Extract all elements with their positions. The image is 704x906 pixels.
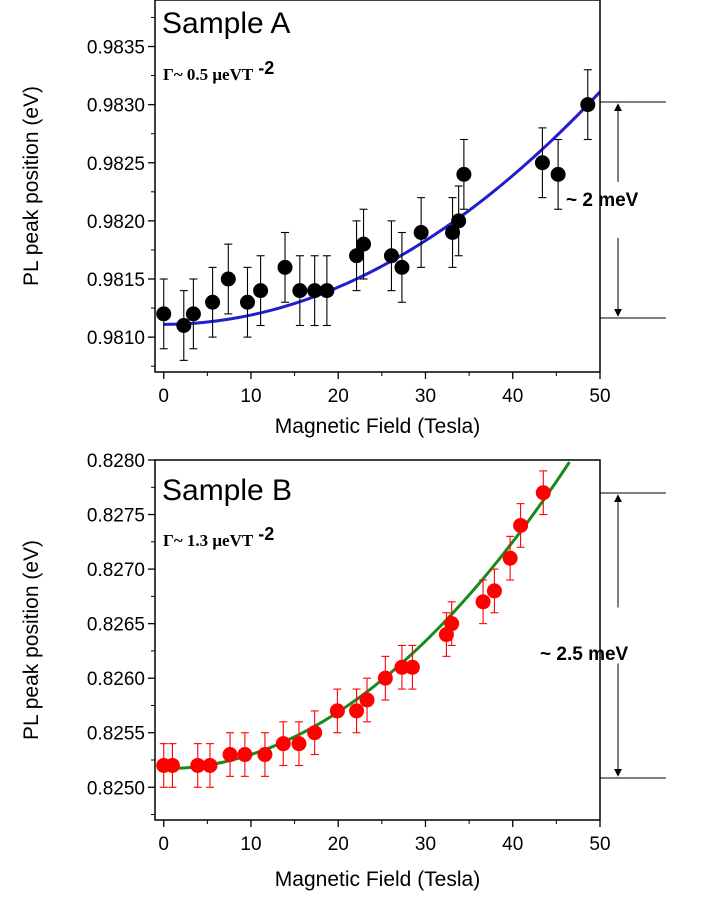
gamma-annotation: Γ~ 0.5 μeVT -2	[163, 58, 274, 84]
fit-curve	[163, 90, 602, 326]
y-axis-label: PL peak position (eV)	[20, 540, 43, 740]
data-point	[394, 259, 410, 275]
data-point	[550, 166, 566, 182]
data-point	[475, 594, 491, 610]
sample-label: Sample A	[162, 7, 290, 40]
data-point	[275, 736, 291, 752]
data-point	[237, 747, 253, 763]
data-points-layer	[156, 69, 596, 361]
data-point	[502, 550, 518, 566]
data-point	[220, 271, 236, 287]
y-tick-label: 0.9825	[87, 154, 145, 175]
data-point	[486, 583, 502, 599]
y-tick-label: 0.8250	[87, 778, 145, 799]
fit-curve	[163, 461, 571, 771]
data-point	[535, 485, 551, 501]
data-point	[156, 306, 172, 322]
data-point	[307, 725, 323, 741]
data-point	[292, 283, 308, 299]
fit-curve-layer	[163, 461, 571, 771]
y-tick-label: 0.8265	[87, 615, 145, 636]
data-point	[356, 236, 372, 252]
plot-frame	[154, 0, 601, 373]
x-tick-label: 10	[240, 386, 261, 407]
gamma-annotation: Γ~ 1.3 μeVT -2	[163, 524, 274, 550]
data-point	[404, 659, 420, 675]
x-axis-label: Magnetic Field (Tesla)	[275, 868, 480, 891]
data-point	[349, 248, 365, 264]
gamma-symbol: Γ~	[163, 65, 183, 84]
sample-label: Sample B	[162, 474, 292, 507]
data-point	[176, 318, 192, 333]
plot-frame	[154, 459, 601, 821]
panel-sample-b: 0 10 20 30 40 50 0.8250 0.8255 0.8260 0.8265 0.827…	[20, 451, 666, 891]
x-tick-label: 20	[328, 386, 349, 407]
gamma-value: 1.3 μeVT	[183, 531, 254, 550]
data-point	[291, 736, 307, 752]
x-tick-label: 50	[589, 386, 610, 407]
data-point	[319, 283, 335, 299]
delta-label: ~ 2 meV	[566, 190, 639, 211]
data-point	[413, 225, 429, 240]
data-point	[277, 259, 293, 275]
gamma-symbol: Γ~	[163, 531, 183, 550]
data-point	[359, 692, 375, 708]
data-point	[239, 294, 255, 310]
y-tick-label: 0.9815	[87, 270, 145, 291]
data-point	[349, 703, 365, 719]
data-point	[257, 747, 273, 763]
data-point	[164, 757, 180, 773]
panel-sample-a: 0 10 20 30 40 50 0.9810 0.9815 0.9820 0.9825 0.983…	[20, 0, 666, 438]
data-point	[307, 283, 323, 299]
y-tick-label: 0.9820	[87, 212, 145, 233]
delta-annotation	[600, 101, 666, 319]
y-tick-label: 0.8280	[87, 451, 145, 472]
y-tick-label: 0.8255	[87, 724, 145, 745]
data-point	[456, 166, 472, 182]
gamma-exponent: -2	[253, 524, 274, 544]
data-point	[444, 616, 460, 632]
data-points-layer	[156, 470, 551, 788]
data-point	[534, 155, 550, 171]
y-tick-label: 0.8270	[87, 560, 145, 581]
y-tick-label: 0.9835	[87, 38, 145, 59]
delta-label: ~ 2.5 meV	[540, 644, 629, 665]
data-point	[451, 213, 467, 229]
y-tick-label: 0.9810	[87, 328, 145, 349]
data-point	[205, 294, 221, 310]
data-point	[377, 670, 393, 686]
x-tick-label: 40	[502, 834, 523, 855]
x-tick-label: 30	[415, 386, 436, 407]
data-point	[394, 659, 410, 675]
x-axis-label: Magnetic Field (Tesla)	[275, 415, 480, 438]
x-tick-label: 0	[158, 834, 169, 855]
data-point	[222, 747, 238, 763]
data-point	[253, 283, 269, 299]
axis-ticks-layer: 0 10 20 30 40 50 0.8250 0.8255 0.8260 0.8265 0.827…	[87, 451, 611, 855]
x-tick-label: 30	[415, 834, 436, 855]
x-tick-label: 0	[158, 386, 169, 407]
data-point	[185, 306, 201, 322]
x-tick-label: 20	[328, 834, 349, 855]
data-point	[202, 757, 218, 773]
x-tick-label: 40	[502, 386, 523, 407]
x-tick-label: 10	[240, 834, 261, 855]
data-point	[383, 248, 399, 264]
y-axis-label: PL peak position (eV)	[20, 86, 43, 286]
gamma-exponent: -2	[253, 58, 274, 78]
delta-annotation	[600, 492, 666, 779]
data-point	[329, 703, 345, 719]
gamma-value: 0.5 μeVT	[183, 65, 254, 84]
y-tick-label: 0.8260	[87, 669, 145, 690]
data-point	[580, 97, 596, 113]
data-point	[445, 225, 461, 240]
fit-curve-layer	[163, 90, 602, 326]
data-point	[190, 757, 206, 773]
y-tick-label: 0.9830	[87, 96, 145, 117]
axis-ticks-layer: 0 10 20 30 40 50 0.9810 0.9815 0.9820 0.9825 0.983…	[87, 16, 611, 407]
data-point	[513, 517, 529, 533]
y-tick-label: 0.8275	[87, 506, 145, 527]
x-tick-label: 50	[589, 834, 610, 855]
